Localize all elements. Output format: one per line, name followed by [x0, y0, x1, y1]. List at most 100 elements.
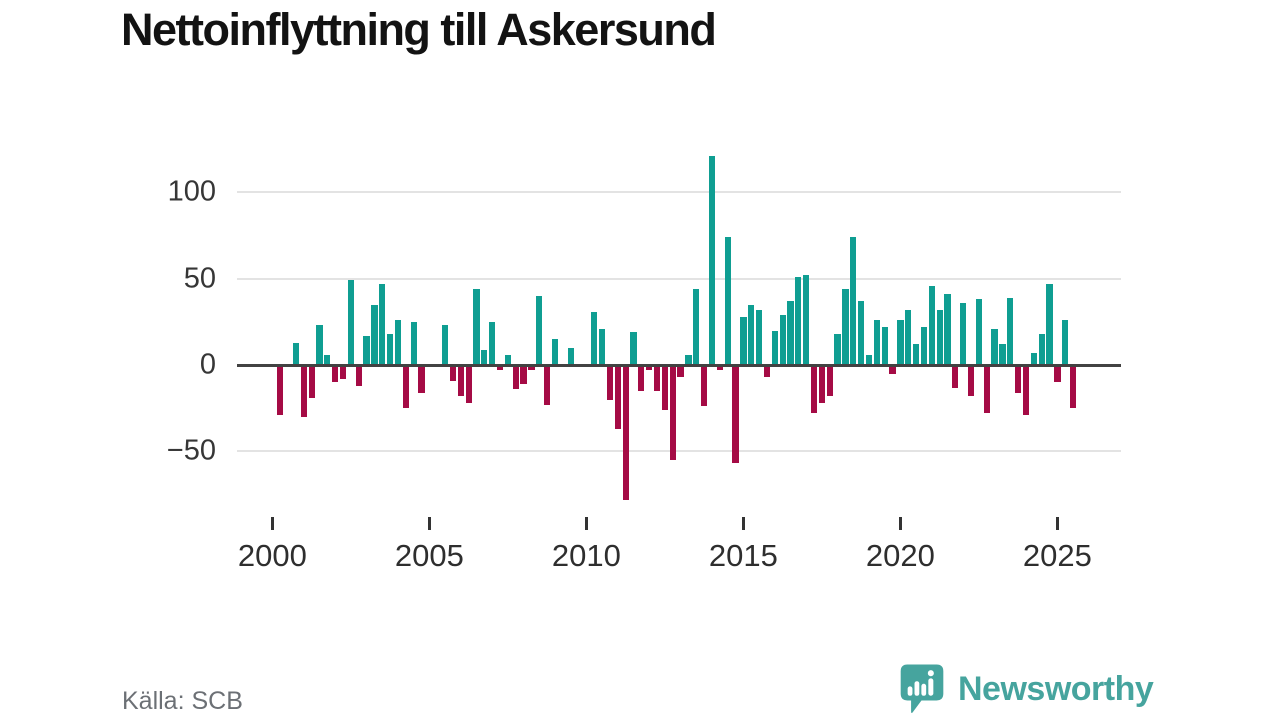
bar-2024-q3[interactable]	[1038, 333, 1045, 365]
bar-2009-q1[interactable]	[551, 339, 559, 365]
bar-2022-q3[interactable]	[975, 299, 983, 365]
bar-2014-q3[interactable]	[724, 237, 731, 365]
bar-2000-q4[interactable]	[292, 342, 300, 365]
bar-2021-q4[interactable]	[952, 365, 959, 388]
bar-2006-q1[interactable]	[457, 365, 464, 397]
bar-2001-q4[interactable]	[324, 354, 331, 365]
x-axis-label-2020: 2020	[865, 538, 935, 573]
bar-2019-q2[interactable]	[873, 320, 880, 365]
bar-2005-q3[interactable]	[441, 325, 449, 365]
bar-2011-q1[interactable]	[614, 365, 621, 429]
bar-2001-q3[interactable]	[316, 325, 323, 365]
bar-2004-q4[interactable]	[418, 365, 425, 393]
bar-2012-q2[interactable]	[653, 365, 661, 391]
bar-2016-q3[interactable]	[787, 301, 794, 365]
bar-2007-q3[interactable]	[504, 354, 512, 365]
bar-2013-q4[interactable]	[701, 365, 708, 407]
bar-2001-q2[interactable]	[308, 365, 315, 398]
bar-2008-q4[interactable]	[544, 365, 551, 405]
bar-2022-q4[interactable]	[983, 365, 990, 414]
bar-2024-q4[interactable]	[1046, 283, 1053, 365]
bar-2008-q3[interactable]	[536, 295, 543, 365]
bar-2005-q4[interactable]	[449, 365, 457, 381]
bar-2023-q4[interactable]	[1015, 365, 1022, 393]
bar-2002-q3[interactable]	[347, 280, 355, 365]
bar-2013-q1[interactable]	[677, 365, 684, 378]
bar-2006-q2[interactable]	[465, 365, 472, 403]
bar-2011-q4[interactable]	[638, 365, 645, 391]
bar-2023-q2[interactable]	[999, 344, 1006, 365]
bar-2007-q1[interactable]	[489, 321, 496, 365]
bar-2016-q4[interactable]	[795, 276, 802, 365]
bar-2015-q3[interactable]	[755, 309, 763, 365]
bar-2025-q1[interactable]	[1054, 365, 1061, 383]
bar-2024-q1[interactable]	[1022, 365, 1030, 416]
bar-2015-q1[interactable]	[740, 316, 747, 365]
bar-2021-q1[interactable]	[928, 285, 935, 365]
bar-2018-q4[interactable]	[858, 301, 865, 365]
bar-2008-q1[interactable]	[520, 365, 527, 384]
bar-2001-q1[interactable]	[300, 365, 307, 417]
bar-2022-q1[interactable]	[960, 302, 967, 365]
bar-2019-q1[interactable]	[865, 354, 873, 365]
bar-2013-q2[interactable]	[685, 354, 692, 365]
bar-2020-q4[interactable]	[920, 327, 928, 365]
bar-2006-q3[interactable]	[473, 289, 480, 365]
bar-2019-q4[interactable]	[889, 365, 896, 374]
bar-2019-q3[interactable]	[881, 327, 888, 365]
bar-2012-q3[interactable]	[661, 365, 669, 410]
x-tick-2025	[1055, 517, 1059, 530]
bar-2012-q4[interactable]	[669, 365, 676, 460]
bar-2023-q1[interactable]	[991, 328, 998, 365]
bar-2017-q1[interactable]	[803, 275, 810, 365]
bar-2014-q1[interactable]	[708, 156, 716, 365]
bar-2017-q3[interactable]	[818, 365, 826, 403]
newsworthy-logo[interactable]: Newsworthy	[899, 663, 1154, 715]
bar-2023-q3[interactable]	[1007, 297, 1014, 365]
bar-2010-q4[interactable]	[606, 365, 614, 400]
bar-2024-q2[interactable]	[1030, 352, 1037, 365]
bar-2020-q2[interactable]	[905, 309, 912, 365]
bar-2016-q2[interactable]	[779, 314, 786, 365]
bar-2002-q4[interactable]	[355, 365, 362, 386]
bar-2002-q2[interactable]	[339, 365, 347, 379]
bar-2017-q2[interactable]	[810, 365, 818, 414]
bar-2022-q2[interactable]	[967, 365, 975, 397]
bar-2016-q1[interactable]	[771, 330, 778, 365]
bar-2020-q3[interactable]	[912, 344, 920, 365]
bar-2013-q3[interactable]	[693, 289, 700, 365]
bar-2003-q1[interactable]	[363, 335, 370, 365]
bar-2014-q2[interactable]	[716, 365, 723, 371]
bar-2003-q4[interactable]	[387, 333, 394, 365]
bar-2017-q4[interactable]	[826, 365, 833, 397]
bar-2009-q3[interactable]	[567, 347, 574, 365]
bar-2015-q4[interactable]	[763, 365, 771, 378]
bar-2011-q3[interactable]	[630, 332, 637, 365]
bar-2010-q2[interactable]	[591, 311, 598, 365]
bar-2021-q3[interactable]	[944, 294, 951, 365]
bar-2018-q1[interactable]	[834, 333, 841, 365]
bar-2021-q2[interactable]	[936, 309, 943, 365]
bar-2011-q2[interactable]	[622, 365, 629, 500]
bar-2002-q1[interactable]	[332, 365, 339, 383]
bar-2012-q1[interactable]	[646, 365, 653, 371]
bar-2007-q2[interactable]	[496, 365, 504, 371]
bar-2014-q4[interactable]	[732, 365, 739, 464]
bar-2004-q2[interactable]	[402, 365, 409, 409]
bar-2004-q3[interactable]	[410, 321, 417, 365]
bar-2018-q3[interactable]	[850, 237, 857, 365]
bar-2003-q2[interactable]	[371, 304, 378, 365]
bar-2025-q3[interactable]	[1069, 365, 1077, 409]
gridline--50	[237, 450, 1121, 453]
bar-2008-q2[interactable]	[528, 365, 535, 371]
bar-2025-q2[interactable]	[1062, 320, 1069, 365]
bar-2020-q1[interactable]	[897, 320, 904, 365]
bar-2007-q4[interactable]	[512, 365, 519, 390]
bar-2004-q1[interactable]	[394, 320, 402, 365]
bar-2003-q3[interactable]	[379, 283, 386, 365]
bar-2000-q2[interactable]	[277, 365, 284, 416]
bar-2018-q2[interactable]	[842, 289, 849, 365]
bar-2010-q3[interactable]	[598, 328, 606, 365]
bar-2015-q2[interactable]	[748, 304, 755, 365]
bar-2006-q4[interactable]	[481, 349, 488, 365]
